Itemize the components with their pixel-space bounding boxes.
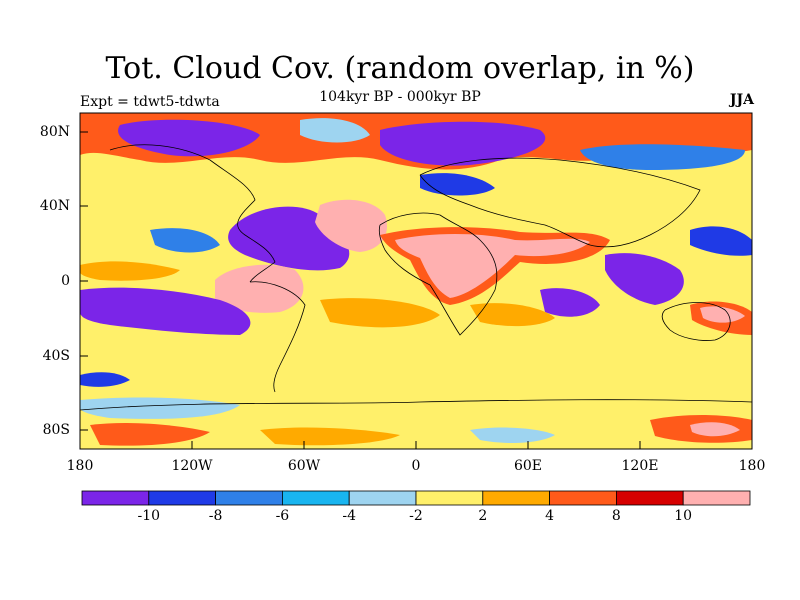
colorbar-swatch xyxy=(348,490,417,506)
colorbar-label: 4 xyxy=(545,508,555,524)
lon-tick-label: 120W xyxy=(171,458,213,474)
experiment-label: Expt = tdwt5-tdwta xyxy=(80,94,220,110)
lon-tick-label: 120E xyxy=(621,458,659,474)
colorbar-label: 8 xyxy=(611,508,621,524)
colorbar-swatch xyxy=(81,490,150,506)
colorbar-swatch xyxy=(616,490,684,506)
lon-tick-label: 60E xyxy=(513,458,543,474)
colorbar-label: 2 xyxy=(478,508,488,524)
colorbar-label: -4 xyxy=(342,508,356,524)
colorbar-swatch xyxy=(482,490,550,506)
colorbar-swatch xyxy=(281,490,350,506)
colorbar-label: -6 xyxy=(275,508,290,524)
lon-tick-label: 0 xyxy=(411,458,421,474)
colorbar-label: -10 xyxy=(137,508,161,524)
colorbar xyxy=(81,490,751,506)
axis-ticks xyxy=(79,131,753,449)
colorbar-label: -2 xyxy=(409,508,423,524)
map-title: Tot. Cloud Cov. (random overlap, in %) xyxy=(105,51,695,86)
colorbar-label: -8 xyxy=(208,508,223,524)
cloud-cover-field xyxy=(80,113,752,449)
lat-tick-label: 40N xyxy=(39,198,70,214)
coastlines xyxy=(80,144,752,411)
lon-tick-label: 60W xyxy=(287,458,321,474)
lon-tick-label: 180 xyxy=(66,458,94,474)
map-subtitle: 104kyr BP - 000kyr BP xyxy=(319,89,481,105)
lon-tick-label: 180 xyxy=(738,458,766,474)
lat-tick-label: 40S xyxy=(42,348,70,364)
colorbar-swatch xyxy=(148,490,217,506)
season-label: JJA xyxy=(729,92,754,108)
lat-tick-label: 80S xyxy=(42,422,70,438)
colorbar-swatch xyxy=(415,490,484,506)
colorbar-label: 10 xyxy=(674,508,693,524)
lat-tick-label: 0 xyxy=(61,273,70,289)
colorbar-swatch xyxy=(549,490,617,506)
colorbar-swatch xyxy=(682,490,751,506)
lat-tick-label: 80N xyxy=(39,124,70,140)
colorbar-swatch xyxy=(215,490,283,506)
